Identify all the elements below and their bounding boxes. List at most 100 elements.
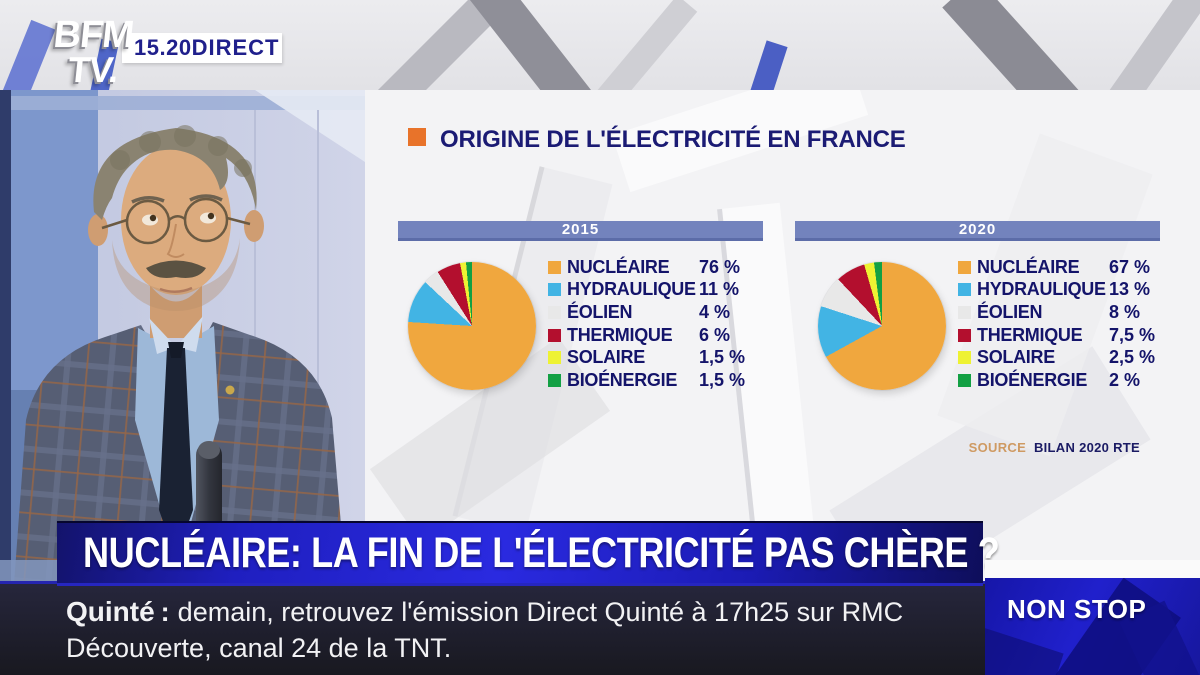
legend-swatch — [548, 305, 561, 319]
time-direct-box: 15.20 DIRECT — [122, 33, 282, 63]
source-text: BILAN 2020 RTE — [1033, 440, 1140, 455]
headline-text: NUCLÉAIRE: LA FIN DE L'ÉLECTRICITÉ PAS C… — [83, 528, 1000, 577]
decor-shape — [985, 625, 1064, 675]
stubble — [112, 238, 240, 311]
lapel-pin — [225, 385, 235, 395]
legend-row: ÉOLIEN 4 % — [548, 301, 763, 324]
decor-bar — [942, 0, 1144, 90]
legend-swatch — [958, 283, 971, 297]
chart-2020-header: 2020 — [795, 221, 1160, 241]
ticker-separator: : — [160, 597, 170, 627]
hair-curl — [139, 131, 161, 153]
legend-value: 6 % — [699, 324, 731, 345]
tie — [159, 348, 193, 558]
tie-knot — [168, 342, 184, 358]
nose — [166, 223, 185, 258]
decor-bar — [744, 40, 788, 90]
hair-curl — [234, 159, 252, 177]
glasses-temples — [101, 216, 251, 230]
legend-row: BIOÉNERGIE 2 % — [958, 369, 1173, 392]
legend-row: THERMIQUE 7,5 % — [958, 324, 1173, 347]
glasses-bridge — [168, 215, 186, 221]
glasses-left-lens — [125, 199, 171, 245]
legend-row: HYDRAULIQUE 13 % — [958, 279, 1173, 302]
infographic-panel: ORIGINE DE L'ÉLECTRICITÉ EN FRANCE 2015 … — [365, 90, 1200, 584]
legend-label: HYDRAULIQUE — [977, 279, 1106, 300]
hair-curl — [208, 136, 228, 156]
legend-label: ÉOLIEN — [567, 301, 633, 322]
infographic-title: ORIGINE DE L'ÉLECTRICITÉ EN FRANCE — [440, 126, 906, 153]
mouth — [159, 286, 193, 293]
logo-line1: BFM — [51, 14, 136, 56]
source-prefix: SOURCE — [968, 440, 1027, 455]
hair-curl — [110, 150, 130, 170]
legend-row: ÉOLIEN 8 % — [958, 301, 1173, 324]
pie-chart-2020 — [818, 262, 946, 390]
legend-value: 13 % — [1109, 279, 1151, 300]
legend-label: NUCLÉAIRE — [977, 256, 1080, 277]
headline-banner: NUCLÉAIRE: LA FIN DE L'ÉLECTRICITÉ PAS C… — [57, 521, 1000, 586]
legend-label: BIOÉNERGIE — [977, 369, 1088, 390]
studio-video-feed — [0, 90, 365, 584]
legend-swatch — [548, 373, 561, 387]
nonstop-top-strip — [985, 560, 1200, 578]
legend-value: 8 % — [1109, 301, 1141, 322]
legend-swatch — [548, 260, 561, 274]
legend-row: THERMIQUE 6 % — [548, 324, 763, 347]
decor-bar — [0, 19, 56, 90]
decor-bar — [1062, 0, 1200, 90]
pupil-right — [207, 212, 215, 220]
mustache — [146, 260, 206, 278]
title-accent-square — [408, 128, 426, 146]
legend-row: NUCLÉAIRE 67 % — [958, 256, 1173, 279]
ear-left — [88, 214, 108, 246]
legend-row: HYDRAULIQUE 11 % — [548, 279, 763, 302]
legend-value: 67 % — [1109, 256, 1151, 277]
legend-value: 1,5 % — [699, 347, 746, 368]
hair-curl — [174, 125, 196, 147]
legend-label: SOLAIRE — [977, 347, 1055, 368]
legend-label: THERMIQUE — [567, 324, 673, 345]
logo-line2: TV. — [66, 48, 121, 90]
legend-row: SOLAIRE 1,5 % — [548, 346, 763, 369]
neck — [150, 285, 202, 338]
ticker-bar: Quinté: demain, retrouvez l'émission Dire… — [0, 581, 985, 675]
legend-value: 2,5 % — [1109, 347, 1156, 368]
bfm-tv-logo: BFM TV. — [48, 14, 136, 90]
ticker-topic: Quinté — [66, 596, 155, 627]
studio-edge-strip — [0, 90, 11, 584]
chart-2015-header: 2015 — [398, 221, 763, 241]
legend-value: 11 % — [699, 279, 740, 300]
legend-2015: NUCLÉAIRE 76 % HYDRAULIQUE 11 % ÉOLIEN 4 % THE… — [548, 256, 763, 392]
pupil-left — [149, 214, 157, 222]
eyebrow-right — [189, 194, 223, 202]
legend-swatch — [958, 260, 971, 274]
legend-swatch — [958, 373, 971, 387]
legend-label: HYDRAULIQUE — [567, 279, 696, 300]
studio-light-sliver — [255, 90, 365, 162]
nonstop-label: NON STOP — [1007, 594, 1147, 624]
chart-2015: 2015 NUCLÉAIRE 76 % HYDRAULIQUE 11 % ÉOLIEN 4… — [398, 221, 763, 521]
pie-chart-2015 — [408, 262, 536, 390]
legend-label: BIOÉNERGIE — [567, 369, 678, 390]
legend-swatch — [548, 351, 561, 365]
source-note: SOURCE BILAN 2020 RTE — [925, 440, 1140, 455]
legend-2020: NUCLÉAIRE 67 % HYDRAULIQUE 13 % ÉOLIEN 8 % THE… — [958, 256, 1173, 392]
studio-top-banner: BFM TV. 15.20 DIRECT — [0, 0, 1200, 90]
guest-person — [14, 125, 346, 584]
legend-swatch — [548, 328, 561, 342]
ticker-content: Quinté: demain, retrouvez l'émission Dire… — [0, 584, 985, 667]
legend-swatch — [958, 305, 971, 319]
face — [121, 145, 231, 295]
legend-row: SOLAIRE 2,5 % — [958, 346, 1173, 369]
legend-value: 1,5 % — [699, 369, 746, 390]
legend-swatch — [958, 351, 971, 365]
chart-2020: 2020 NUCLÉAIRE 67 % HYDRAULIQUE 13 % ÉOLIEN 8… — [795, 221, 1160, 521]
eyebrow-left — [131, 196, 165, 204]
legend-label: ÉOLIEN — [977, 301, 1043, 322]
legend-swatch — [548, 283, 561, 297]
legend-swatch — [958, 328, 971, 342]
legend-value: 76 % — [699, 256, 741, 277]
infographic-header: ORIGINE DE L'ÉLECTRICITÉ EN FRANCE — [408, 126, 906, 154]
